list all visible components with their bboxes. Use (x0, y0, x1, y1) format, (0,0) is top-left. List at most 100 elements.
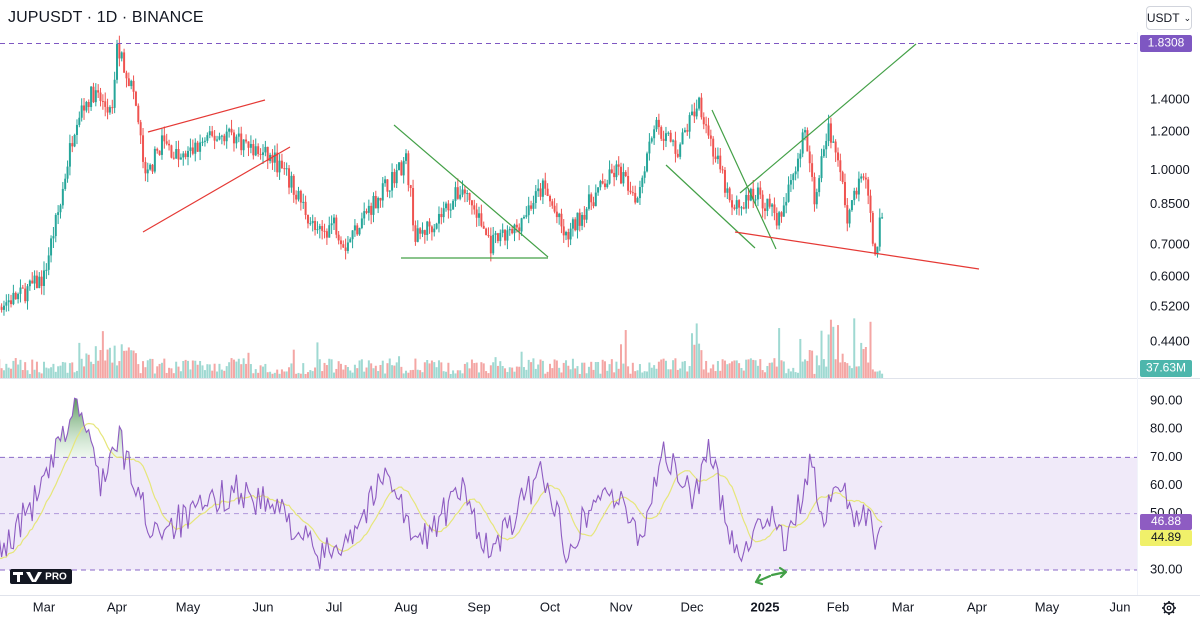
candle-body (191, 147, 194, 154)
candle-body (405, 153, 407, 161)
volume-bar (87, 354, 90, 378)
currency-label: USDT (1146, 11, 1180, 25)
price-tick-label: 0.5200 (1150, 299, 1190, 314)
volume-bar (245, 363, 248, 378)
candle-body (97, 90, 100, 93)
candle-body (146, 169, 149, 174)
volume-bar (90, 361, 93, 378)
volume-bar (283, 371, 286, 378)
volume-bar (681, 361, 684, 378)
volume-bars (0, 318, 884, 378)
volume-bar (657, 361, 660, 378)
volume-bar (216, 371, 219, 378)
candle-body (175, 149, 178, 159)
volume-bar (5, 363, 8, 378)
trendline-wedge-upper[interactable] (147, 99, 266, 133)
candle-body (64, 178, 67, 189)
candle-body (764, 208, 766, 211)
gear-icon[interactable] (1162, 601, 1176, 615)
candle-body (278, 160, 281, 173)
volume-bar (569, 369, 572, 378)
candle-body (815, 192, 818, 205)
volume-bar (220, 369, 223, 378)
candle-body (731, 200, 734, 208)
volume-bar (867, 362, 870, 378)
candle-body (608, 169, 611, 184)
rsi-line[interactable] (0, 397, 883, 578)
candle-body (822, 149, 825, 157)
candle-body (475, 209, 478, 218)
candle-body (629, 190, 632, 193)
volume-bar (738, 363, 741, 378)
volume-bar (560, 372, 563, 378)
candle-body (452, 200, 455, 210)
volume-bar (316, 342, 319, 378)
volume-bar (342, 369, 345, 378)
volume-bar (409, 370, 412, 378)
candle-body (194, 142, 197, 154)
candle-body (295, 194, 298, 200)
volume-bar (367, 360, 370, 378)
trendline-support[interactable] (734, 231, 980, 270)
candle-body (876, 246, 879, 255)
volume-bar (321, 371, 324, 378)
symbol-title: JUPUSDT · 1D · BINANCE (8, 9, 204, 26)
volume-bar (28, 373, 31, 378)
volume-bar (841, 353, 844, 378)
volume-bar (12, 360, 15, 378)
volume-bar (549, 363, 551, 378)
candle-body (480, 213, 483, 226)
volume-bar (843, 362, 846, 378)
candle-body (330, 223, 333, 226)
candle-body (829, 123, 832, 143)
volume-bar (532, 358, 535, 378)
time-tick-label: Oct (540, 599, 561, 614)
candle-body (789, 180, 792, 185)
volume-bar (54, 371, 57, 378)
volume-bar (646, 371, 649, 378)
trendline-breakout-channel[interactable] (739, 43, 917, 194)
volume-bar (485, 371, 488, 378)
trendline-triangle-descending[interactable] (393, 124, 549, 258)
trendline-falling-wedge-lower[interactable] (665, 164, 756, 249)
rsi-tick-label: 70.00 (1150, 449, 1183, 464)
candle-body (585, 208, 588, 220)
volume-bar (764, 372, 766, 378)
candle-body (85, 101, 88, 111)
candle-body (691, 111, 693, 116)
candle-body (667, 132, 670, 134)
volume-bar (522, 367, 525, 378)
volume-bar (759, 359, 762, 378)
volume-bar (728, 363, 731, 378)
volume-bar (19, 359, 22, 378)
currency-select[interactable]: USDT ⌄ (1146, 6, 1192, 30)
volume-bar (249, 364, 252, 378)
volume-bar (75, 370, 78, 378)
volume-bar (839, 362, 842, 378)
candle-body (610, 169, 613, 173)
candle-body (650, 138, 653, 142)
volume-bar (461, 373, 464, 378)
candle-body (379, 198, 382, 201)
trendline-wedge-lower[interactable] (142, 146, 291, 233)
volume-bar (468, 368, 471, 378)
candle-body (2, 305, 5, 310)
candle-body (700, 97, 703, 118)
volume-bar (667, 369, 670, 378)
volume-bar (191, 360, 194, 378)
volume-bar (156, 366, 159, 378)
candle-body (456, 187, 459, 199)
trendline-falling-wedge-upper[interactable] (711, 109, 777, 250)
volume-bar (288, 367, 291, 378)
volume-bar (388, 358, 391, 378)
volume-bar (137, 364, 140, 378)
volume-bar (648, 362, 651, 378)
candle-body (182, 153, 185, 158)
candle-body (487, 235, 490, 237)
volume-bar (562, 362, 565, 378)
divergence-arrow-left-icon (754, 573, 772, 586)
candle-body (398, 162, 401, 171)
volume-bar (78, 342, 81, 378)
